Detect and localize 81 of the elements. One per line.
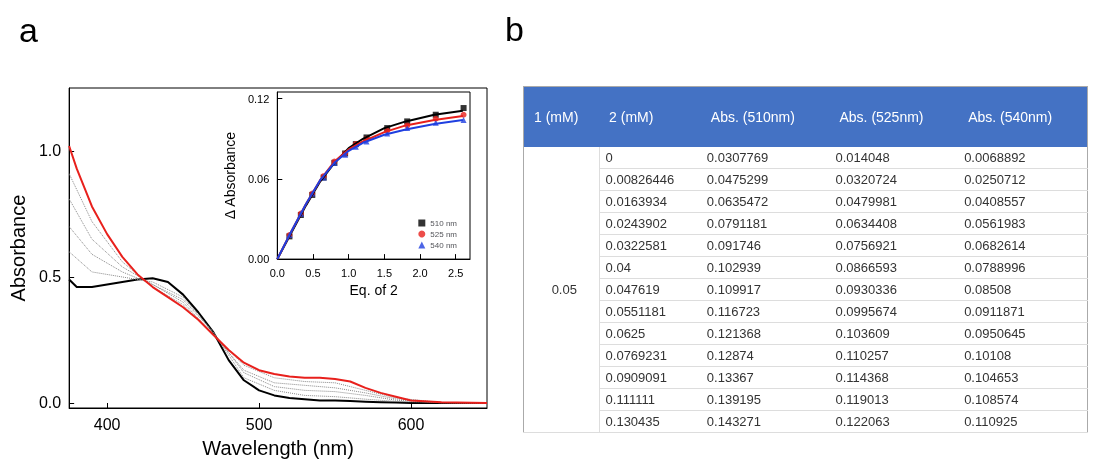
category-label: Abs. (525nm) (829, 86, 959, 147)
text: 0.0634408 (829, 212, 959, 234)
text: 0.00826446 (599, 168, 701, 190)
text: 0.114368 (829, 366, 959, 388)
y-tick-label: 0.06 (247, 172, 270, 185)
text: 0.04 (599, 256, 701, 278)
text: 0.047619 (599, 278, 701, 300)
category-label: Abs. (540nm) (958, 86, 1088, 147)
text: b (505, 10, 524, 49)
x-tick-label: 1.5 (376, 266, 393, 279)
text: 0.0950645 (958, 322, 1088, 344)
x-tick-label: 2.0 (412, 266, 428, 279)
text: 0.110925 (958, 410, 1088, 432)
text: 0.0682614 (958, 234, 1088, 256)
text: 0.103609 (829, 322, 959, 344)
text: 0.0625 (599, 322, 701, 344)
x-axis-title: Eq. of 2 (349, 282, 398, 298)
text: 0.0788996 (958, 256, 1088, 278)
x-tick-label: 1.0 (341, 266, 357, 279)
category-label: 1 (mM) (523, 86, 600, 147)
x-tick-label: 2.5 (448, 266, 464, 279)
text: 0.0307769 (700, 146, 830, 168)
text: 0.0866593 (829, 256, 959, 278)
text: 0.110257 (829, 344, 959, 366)
y-tick-label: 0.00 (247, 253, 270, 266)
text: 0.104653 (958, 366, 1088, 388)
text: 0.0250712 (958, 168, 1088, 190)
text: 0.130435 (599, 410, 701, 432)
text: 0.0068892 (958, 146, 1088, 168)
text: 0.0995674 (829, 300, 959, 322)
text: 0.0561983 (958, 212, 1088, 234)
text: 0 (599, 146, 701, 168)
text: 0.0930336 (829, 278, 959, 300)
text: 0.0322581 (599, 234, 701, 256)
x-axis-title: Wavelength (nm) (202, 437, 354, 459)
text: 0.0479981 (829, 190, 959, 212)
text: 0.0163934 (599, 190, 701, 212)
text: 0.0475299 (700, 168, 830, 190)
text: 0.122063 (829, 410, 959, 432)
y-axis-title: Δ Absorbance (222, 131, 238, 220)
legend-label: 540 nm (430, 240, 458, 250)
y-tick-label: 1.0 (38, 142, 62, 160)
x-tick-label: 0.0 (269, 266, 285, 279)
text: 0.139195 (700, 388, 830, 410)
text: 0.0408557 (958, 190, 1088, 212)
y-tick-label: 0.12 (247, 92, 270, 105)
text: 0.0756921 (829, 234, 959, 256)
text: 0.102939 (700, 256, 830, 278)
text: 0.111111 (599, 388, 701, 410)
x-tick-label: 500 (245, 415, 273, 433)
text: 0.0551181 (599, 300, 701, 322)
text: 0.12874 (700, 344, 830, 366)
text: 0.13367 (700, 366, 830, 388)
legend-label: 525 nm (430, 229, 458, 239)
text: 0.143271 (700, 410, 830, 432)
category-label: Abs. (510nm) (700, 86, 830, 147)
text: 0.091746 (700, 234, 830, 256)
text: 0.0769231 (599, 344, 701, 366)
legend-label: 510 nm (430, 218, 458, 228)
text: 0.0911871 (958, 300, 1088, 322)
text: 0.116723 (700, 300, 830, 322)
text: 0.121368 (700, 322, 830, 344)
text: 0.109917 (700, 278, 830, 300)
chart-title: a (19, 11, 38, 49)
y-axis-title: Absorbance (7, 194, 29, 302)
text: 0.10108 (958, 344, 1088, 366)
text: 0.0243902 (599, 212, 701, 234)
text: 0.0635472 (700, 190, 830, 212)
text: 0.0791181 (700, 212, 830, 234)
text: 0.08508 (958, 278, 1088, 300)
y-tick-label: 0.0 (38, 394, 62, 412)
text: 0.108574 (958, 388, 1088, 410)
x-tick-label: 600 (397, 415, 425, 433)
text: 0.014048 (829, 146, 959, 168)
text: 0.05 (523, 146, 600, 432)
text: 0.0320724 (829, 168, 959, 190)
x-tick-label: 0.5 (305, 266, 321, 279)
text: 0.0909091 (599, 366, 701, 388)
category-label: 2 (mM) (599, 86, 701, 147)
x-tick-label: 400 (93, 415, 121, 433)
text: 0.119013 (829, 388, 959, 410)
